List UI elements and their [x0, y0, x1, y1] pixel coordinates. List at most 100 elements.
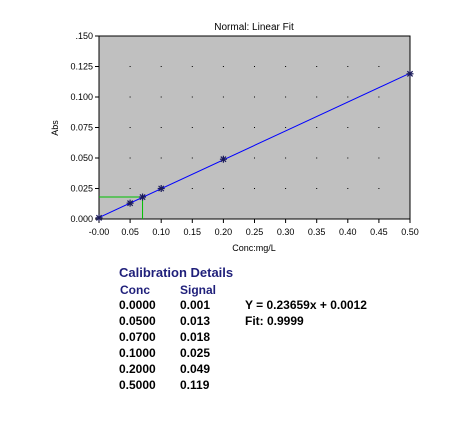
grid-dot: [254, 96, 255, 98]
data-point: [406, 70, 414, 78]
y-tick-label: 0.025: [70, 184, 93, 194]
signal-header: Signal: [180, 283, 217, 297]
grid-dot: [285, 96, 287, 98]
x-tick-label: 0.20: [215, 227, 233, 237]
grid-dot: [254, 157, 255, 159]
grid-dot: [191, 127, 193, 128]
fit-line-layer: [98, 72, 411, 218]
data-point-stroke: [139, 193, 146, 201]
grid-dot: [191, 66, 193, 67]
y-tick-label: 0.050: [70, 153, 93, 163]
x-tick-label: 0.15: [184, 227, 202, 237]
grid-dot: [378, 96, 380, 98]
grid-dots: [129, 66, 380, 189]
grid-dot: [160, 127, 162, 128]
data-point: [95, 214, 103, 222]
data-point-stroke: [220, 156, 227, 163]
data-point-stroke: [127, 200, 134, 207]
grid-dot: [347, 127, 349, 128]
data-point: [126, 199, 134, 207]
x-tick-label: -0.00: [89, 227, 110, 237]
grid-dot: [254, 127, 255, 128]
signal-cell: 0.013: [180, 314, 211, 328]
data-point: [157, 185, 165, 192]
conc-cell: 0.5000: [119, 378, 156, 392]
y-axis-label: Abs: [50, 120, 60, 136]
y-tick-label: 0.125: [70, 62, 93, 72]
grid-dot: [347, 96, 349, 98]
grid-dot: [316, 188, 318, 189]
grid-dot: [378, 127, 380, 128]
grid-dot: [129, 157, 131, 159]
grid-dot: [191, 157, 193, 159]
grid-dot: [222, 96, 224, 98]
x-tick-label: 0.30: [277, 227, 295, 237]
x-tick-label: 0.10: [152, 227, 170, 237]
conc-header: Conc: [120, 283, 150, 297]
data-point-stroke: [95, 214, 103, 221]
x-tick-label: 0.35: [308, 227, 326, 237]
signal-cell: 0.119: [180, 378, 210, 392]
grid-dot: [347, 66, 349, 67]
signal-cell: 0.025: [180, 346, 211, 360]
conc-cell: 0.0700: [119, 330, 156, 344]
grid-dot: [160, 157, 162, 159]
data-point: [139, 193, 147, 201]
y-tick-label: 0.100: [70, 92, 93, 102]
calibration-title: Calibration Details: [119, 265, 234, 280]
x-tick-label: 0.50: [401, 227, 419, 237]
y-tick-label: 0.075: [70, 123, 93, 133]
signal-cell: 0.001: [180, 298, 211, 312]
grid-dot: [316, 96, 318, 98]
x-tick-label: 0.40: [339, 227, 357, 237]
y-tick-label: 0.000: [70, 214, 93, 224]
grid-dot: [378, 157, 380, 159]
axes: -0.00 0.05 0.10 0.15 0.20 0.25 0.30 0.35 0.40 0.4…: [70, 31, 418, 237]
conc-cell: 0.1000: [119, 346, 156, 360]
grid-dot: [254, 188, 255, 189]
grid-dot: [222, 127, 224, 128]
grid-dot: [129, 96, 131, 98]
grid-dot: [316, 66, 318, 67]
x-tick-label: 0.25: [246, 227, 264, 237]
grid-dot: [191, 188, 193, 189]
x-tick-label: 0.45: [370, 227, 388, 237]
grid-dot: [129, 188, 131, 189]
data-point-stroke: [406, 70, 414, 77]
grid-dot: [285, 127, 287, 128]
y-tick-label: .150: [75, 31, 93, 41]
grid-dot: [222, 188, 224, 189]
grid-dot: [316, 127, 318, 128]
grid-dot: [254, 66, 255, 67]
grid-dot: [347, 157, 349, 159]
grid-dot: [222, 66, 224, 67]
grid-dot: [378, 66, 380, 67]
grid-dot: [285, 188, 287, 189]
grid-dot: [160, 66, 162, 67]
fit-line: [98, 72, 411, 218]
signal-cell: 0.049: [180, 362, 211, 376]
grid-dot: [316, 157, 318, 159]
conc-cell: 0.0000: [119, 298, 156, 312]
fit-equation: Y = 0.23659x + 0.0012: [245, 298, 367, 312]
signal-cell: 0.018: [180, 330, 211, 344]
calibration-chart: Normal: Linear Fit -0.00 0.05 0.10 0.15 0.20…: [50, 22, 419, 253]
x-axis-label: Conc:mg/L: [232, 243, 276, 253]
fit-quality: Fit: 0.9999: [245, 314, 304, 328]
grid-dot: [347, 188, 349, 189]
conc-cell: 0.0500: [119, 314, 156, 328]
grid-dot: [191, 96, 193, 98]
conc-cell: 0.2000: [119, 362, 156, 376]
chart-title: Normal: Linear Fit: [214, 22, 294, 33]
data-points: [95, 70, 414, 222]
data-point: [219, 155, 227, 163]
grid-dot: [129, 127, 131, 128]
grid-dot: [285, 66, 287, 67]
grid-dot: [160, 96, 162, 98]
grid-dot: [129, 66, 131, 67]
x-tick-label: 0.05: [121, 227, 139, 237]
crosshair-layer: [99, 196, 144, 219]
grid-dot: [378, 188, 380, 189]
data-point-stroke: [158, 185, 165, 192]
grid-dot: [285, 157, 287, 159]
